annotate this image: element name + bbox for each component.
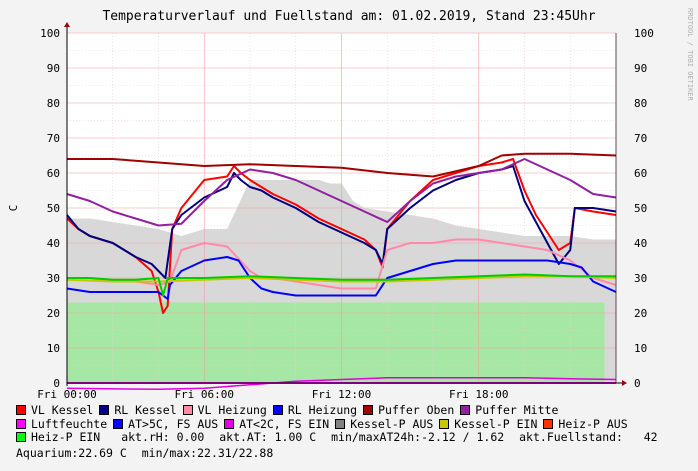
y-tick-label-10: 10 — [47, 342, 60, 355]
legend-label: Kessel-P EIN — [454, 416, 538, 431]
legend: VL Kessel RL Kessel VL Heizung RL Heizung Pu… — [16, 403, 658, 445]
series-vl-heizung — [67, 238, 617, 290]
legend-label: Puffer Mitte — [475, 403, 559, 417]
chart-title: Temperaturverlauf und Fuellstand am: 01.… — [102, 9, 595, 24]
x-tick-label: Fri 06:00 — [174, 388, 234, 400]
x-tick-label: Fri 12:00 — [312, 388, 372, 400]
x-tick-label: Fri 18:00 — [449, 388, 509, 400]
legend-item: RL Kessel — [99, 403, 177, 418]
legend-swatch — [272, 405, 283, 415]
legend-swatch — [113, 418, 124, 429]
legend-item: Puffer Oben — [363, 403, 455, 418]
y-axis-arrow — [64, 22, 70, 27]
legend-row-2: Luftfeuchte AT>5C, FS AUS AT<2C, FS EIN Kes… — [16, 416, 658, 432]
legend-label: RL Kessel — [114, 403, 177, 417]
y-tick-label-50: 50 — [47, 202, 60, 215]
y-tick-label-90: 90 — [47, 62, 60, 75]
legend-row-3: Heiz-P EIN akt.rH: 0.00 akt.AT: 1.00 C m… — [16, 430, 658, 445]
legend-label: AT>5C, FS AUS — [128, 416, 219, 431]
legend-item: Heiz-P EIN — [16, 430, 101, 445]
legend-label: Heiz-P AUS — [558, 416, 628, 431]
y-tick-label-40: 40 — [47, 237, 60, 250]
y2-tick-label-60: 60 — [634, 167, 647, 180]
y2-tick-label-100: 100 — [634, 27, 654, 40]
legend-label: AT<2C, FS EIN — [239, 416, 330, 431]
legend-swatch — [224, 418, 235, 429]
chart: 0 0 10 10 20 20 30 30 40 40 50 50 60 60 70 70 80 80 90 90 10… — [7, 8, 694, 400]
legend-item: Luftfeuchte — [16, 416, 108, 432]
legend-label: RL Heizung — [287, 403, 358, 417]
series-at-2c-fs-ein — [66, 377, 617, 391]
legend-label: VL Kessel — [31, 403, 94, 417]
legend-label: Heiz-P EIN — [31, 430, 101, 444]
legend-label: Puffer Oben — [378, 403, 455, 417]
x-axis-arrow — [622, 380, 627, 386]
legend-item: Puffer Mitte — [460, 403, 559, 418]
legend-swatch — [16, 405, 26, 415]
y-tick-label-60: 60 — [47, 167, 60, 180]
series-rl-kessel — [66, 165, 617, 279]
series-puffer-mitte — [66, 158, 617, 227]
y2-tick-label-50: 50 — [634, 202, 647, 215]
legend-swatch — [543, 418, 554, 429]
y-tick-label-100: 100 — [40, 27, 60, 40]
series-vl-kessel — [66, 158, 617, 314]
legend-swatch — [16, 418, 26, 429]
y2-tick-label-20: 20 — [634, 307, 647, 320]
y2-tick-label-10: 10 — [634, 342, 647, 355]
y-axis-label: C — [7, 205, 20, 212]
legend-swatch — [460, 405, 471, 415]
area-1 — [67, 302, 605, 383]
y2-tick-label-30: 30 — [634, 272, 647, 285]
y-tick-label-30: 30 — [47, 272, 60, 285]
series-heiz-p-ein — [67, 273, 616, 297]
y-tick-label-80: 80 — [47, 97, 60, 110]
legend-swatch — [335, 418, 346, 429]
stat-at: akt.AT: 1.00 C — [219, 430, 317, 444]
y2-tick-label-70: 70 — [634, 132, 647, 145]
legend-item: AT<2C, FS EIN — [224, 416, 330, 432]
y-tick-label-20: 20 — [47, 307, 60, 320]
legend-item: Heiz-P AUS — [543, 416, 628, 432]
stat-rh: akt.rH: 0.00 — [121, 430, 205, 444]
y-tick-label-0: 0 — [53, 377, 60, 390]
legend-label: VL Heizung — [197, 403, 267, 417]
legend-item: RL Heizung — [272, 403, 358, 418]
footer-aquarium: Aquarium:22.69 C — [16, 446, 127, 460]
legend-row-1: VL Kessel RL Kessel VL Heizung RL Heizung Pu… — [16, 403, 658, 418]
legend-item: Kessel-P AUS — [335, 416, 434, 432]
legend-item: VL Heizung — [182, 403, 267, 418]
legend-swatch — [439, 418, 450, 429]
y2-tick-label-0: 0 — [634, 377, 641, 390]
watermark: RRDTOOL / TOBI OETIKER — [686, 8, 694, 102]
y-tick-label-70: 70 — [47, 132, 60, 145]
legend-swatch — [16, 432, 26, 442]
legend-label: Luftfeuchte — [31, 416, 108, 431]
footer: Aquarium:22.69 C min/max:22.31/22.88 — [16, 446, 273, 460]
legend-item: AT>5C, FS AUS — [113, 416, 219, 432]
x-tick-label: Fri 00:00 — [37, 388, 97, 400]
legend-label: Kessel-P AUS — [350, 416, 434, 431]
series-rl-heizung — [66, 256, 617, 300]
legend-item: Kessel-P EIN — [439, 416, 538, 432]
legend-item: VL Kessel — [16, 403, 94, 418]
y2-tick-label-40: 40 — [634, 237, 647, 250]
series-puffer-oben — [67, 152, 617, 178]
y2-tick-label-90: 90 — [634, 62, 647, 75]
y2-tick-label-80: 80 — [634, 97, 647, 110]
stat-fuellstand: akt.Fuellstand: 42 — [519, 430, 658, 444]
stat-minmax-at: min/maxAT24h:-2.12 / 1.62 — [331, 430, 505, 444]
footer-minmax: min/max:22.31/22.88 — [141, 446, 274, 460]
legend-swatch — [363, 405, 374, 415]
legend-swatch — [182, 405, 193, 415]
legend-swatch — [99, 405, 110, 415]
